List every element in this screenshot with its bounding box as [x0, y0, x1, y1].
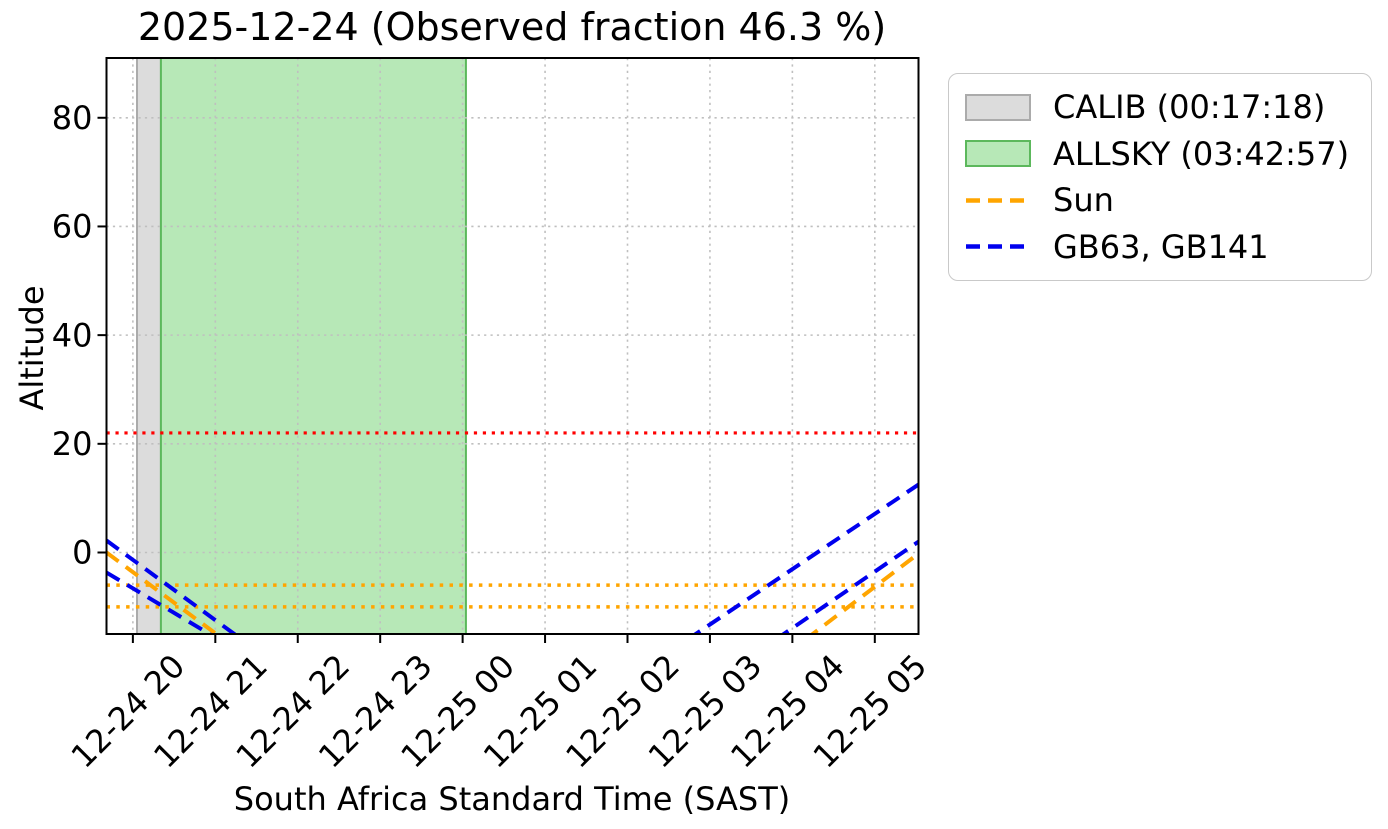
- allsky-band: [159, 58, 467, 634]
- y-tick-label: 0: [72, 534, 92, 572]
- axes-frame: [105, 57, 920, 635]
- legend-line-sample: [966, 244, 1030, 249]
- gb-sources-line-swatch: [965, 233, 1031, 260]
- chart-title: 2025-12-24 (Observed fraction 46.3 %): [137, 5, 887, 49]
- observation-bands: [136, 58, 467, 634]
- track-segment: [106, 550, 220, 634]
- track-segment: [106, 538, 238, 634]
- series-sun: [106, 550, 919, 634]
- track-segment: [809, 551, 919, 634]
- y-tick-label: 60: [52, 208, 93, 246]
- track-segment: [780, 539, 919, 634]
- y-tick-label: 40: [52, 316, 93, 354]
- series-gb63-gb141: [106, 482, 919, 634]
- legend-label-gb-sources: GB63, GB141: [1053, 227, 1269, 266]
- y-tick-label: 20: [52, 425, 93, 463]
- legend: CALIB (00:17:18) ALLSKY (03:42:57) Sun G…: [948, 73, 1372, 281]
- track-segment: [692, 482, 919, 634]
- legend-label-calib: CALIB (00:17:18): [1053, 88, 1326, 127]
- grid-lines: [106, 58, 919, 634]
- legend-item-sun: Sun: [965, 177, 1371, 224]
- legend-item-gb-sources: GB63, GB141: [965, 224, 1371, 271]
- calib-band: [136, 58, 162, 634]
- legend-item-calib: CALIB (00:17:18): [965, 84, 1371, 131]
- y-tick-label: 80: [52, 99, 93, 137]
- sun-line-swatch: [965, 187, 1031, 214]
- altitude-limit-lines: [106, 431, 919, 609]
- legend-item-allsky: ALLSKY (03:42:57): [965, 131, 1371, 178]
- allsky-band-swatch: [965, 140, 1031, 168]
- track-segment: [106, 570, 214, 634]
- legend-label-allsky: ALLSKY (03:42:57): [1053, 134, 1350, 173]
- x-axis-label: South Africa Standard Time (SAST): [233, 780, 791, 818]
- legend-line-sample: [966, 198, 1030, 203]
- legend-label-sun: Sun: [1053, 181, 1114, 220]
- calib-band-swatch: [965, 93, 1031, 121]
- altitude-tracks: [106, 482, 919, 634]
